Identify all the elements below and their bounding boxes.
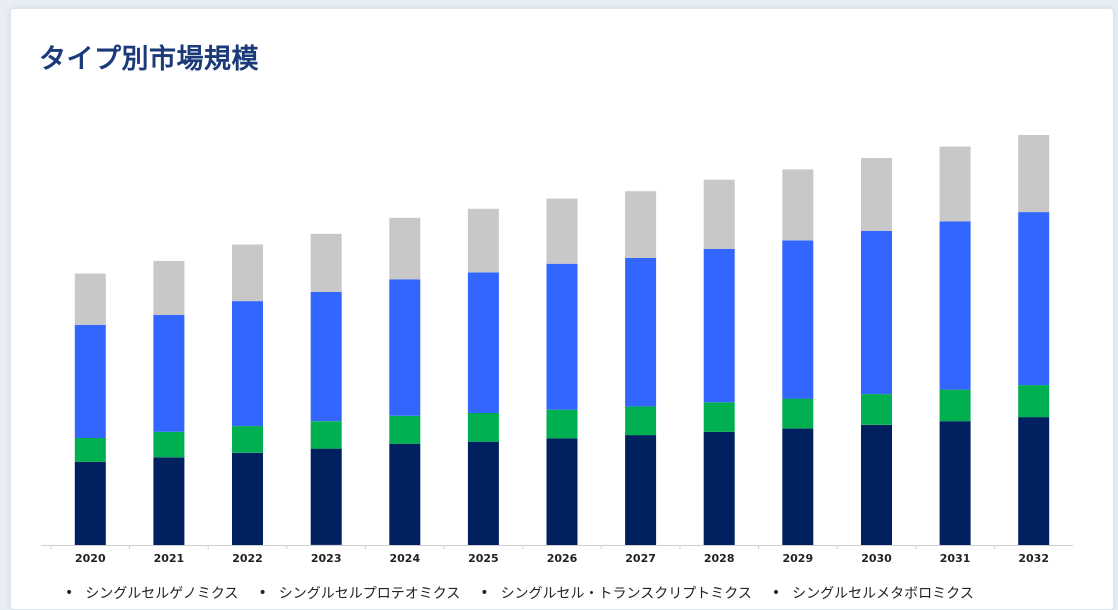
legend-label: シングルセル・トランスクリプトミクス xyxy=(500,586,752,602)
bar-segment-2028-series-0 xyxy=(703,431,735,545)
bar-segment-2031-series-2 xyxy=(939,221,971,390)
bar-segment-2024-series-1 xyxy=(389,415,421,444)
legend-item-3: • シングルセルメタボロミクス xyxy=(772,583,974,603)
bar-segment-2020-series-0 xyxy=(74,461,106,545)
bar-segment-2023-series-1 xyxy=(310,421,342,449)
x-tick-label-2027: 2027 xyxy=(625,552,656,565)
bar-segment-2030-series-3 xyxy=(861,158,892,231)
legend-item-0: • シングルセルゲノミクス xyxy=(65,583,238,603)
bar-segment-2020-series-2 xyxy=(74,324,106,438)
bar-segment-2022-series-1 xyxy=(232,426,263,453)
bar-segment-2025-series-1 xyxy=(467,413,499,442)
legend-item-1: • シングルセルプロテオミクス xyxy=(258,583,460,603)
x-tick-label-2020: 2020 xyxy=(75,552,106,565)
x-tick-label-2032: 2032 xyxy=(1018,552,1049,565)
legend-item-2: • シングルセル・トランスクリプトミクス xyxy=(480,583,752,603)
x-tick-label-2030: 2030 xyxy=(861,552,892,565)
bar-segment-2030-series-2 xyxy=(861,230,892,395)
bar-segment-2020-series-1 xyxy=(74,438,106,462)
chart-title: タイプ別市場規模 xyxy=(39,44,259,75)
bar-segment-2023-series-2 xyxy=(310,292,342,422)
bar-segment-2030-series-1 xyxy=(861,394,892,425)
bar-segment-2023-series-0 xyxy=(310,448,342,545)
bar-segment-2021-series-1 xyxy=(153,431,185,458)
x-tick-label-2028: 2028 xyxy=(704,552,735,565)
bar-segment-2024-series-3 xyxy=(389,217,421,280)
stacked-bar-chart: 2020 2021 2022 2023 2024 2025 2026 2027 2028 2029… xyxy=(41,135,1073,565)
bar-segment-2027-series-0 xyxy=(625,435,657,545)
bar-segment-2021-series-3 xyxy=(153,260,185,315)
bar-segment-2028-series-3 xyxy=(703,179,735,249)
bar-segment-2032-series-0 xyxy=(1018,417,1050,545)
bar-segment-2026-series-2 xyxy=(546,263,578,410)
x-tick-label-2021: 2021 xyxy=(154,552,185,565)
bar-segment-2027-series-1 xyxy=(625,406,657,436)
bar-segment-2022-series-2 xyxy=(232,301,263,427)
bar-segment-2025-series-3 xyxy=(467,208,499,273)
bar-segment-2021-series-0 xyxy=(153,457,185,545)
bar-segment-2023-series-3 xyxy=(310,233,342,292)
legend-bullet-icon: • xyxy=(771,585,781,601)
x-tick-label-2023: 2023 xyxy=(311,552,342,565)
bar-segment-2024-series-2 xyxy=(389,279,421,416)
chart-legend: • シングルセルゲノミクス • シングルセルプロテオミクス • シングルセル・トランスクリ… xyxy=(65,583,974,603)
bar-segment-2028-series-2 xyxy=(703,249,735,403)
x-tick-label-2029: 2029 xyxy=(782,552,813,565)
legend-bullet-icon: • xyxy=(258,585,267,601)
bar-segment-2027-series-2 xyxy=(625,258,657,407)
x-tick-label-2022: 2022 xyxy=(232,552,263,565)
bar-segment-2029-series-2 xyxy=(782,240,814,399)
bar-segment-2031-series-3 xyxy=(939,146,971,222)
bar-segment-2030-series-0 xyxy=(861,424,892,545)
legend-bullet-icon: • xyxy=(65,585,74,601)
bar-segment-2024-series-0 xyxy=(389,443,421,545)
legend-label: シングルセルゲノミクス xyxy=(85,586,239,602)
bar-segment-2025-series-2 xyxy=(467,272,499,413)
legend-label: シングルセルメタボロミクス xyxy=(792,586,974,602)
bar-segment-2028-series-1 xyxy=(703,402,735,432)
x-tick-label-2026: 2026 xyxy=(547,552,578,565)
x-tick-label-2031: 2031 xyxy=(940,552,971,565)
chart-card: タイプ別市場規模 2020 2021 2022 2023 2024 2025 2026 202… xyxy=(10,8,1114,610)
bar-segment-2032-series-1 xyxy=(1018,385,1050,418)
x-tick-label-2024: 2024 xyxy=(389,552,420,565)
bar-segment-2029-series-1 xyxy=(782,398,814,429)
legend-label: シングルセルプロテオミクス xyxy=(278,586,461,602)
bar-segment-2029-series-0 xyxy=(782,428,814,545)
x-tick-label-2025: 2025 xyxy=(468,552,499,565)
bar-segment-2022-series-0 xyxy=(232,452,263,545)
bar-segment-2032-series-3 xyxy=(1018,135,1050,213)
bar-segment-2022-series-3 xyxy=(232,244,263,302)
bar-segment-2027-series-3 xyxy=(625,191,657,258)
bar-segment-2032-series-2 xyxy=(1018,212,1050,386)
legend-bullet-icon: • xyxy=(480,585,489,601)
bar-segment-2025-series-0 xyxy=(467,441,499,545)
bar-segment-2031-series-0 xyxy=(939,421,971,545)
bar-segment-2026-series-3 xyxy=(546,198,578,264)
bar-segment-2029-series-3 xyxy=(782,169,814,241)
bar-segment-2031-series-1 xyxy=(939,389,971,422)
bar-segment-2026-series-0 xyxy=(546,438,578,545)
bar-segment-2026-series-1 xyxy=(546,409,578,439)
bar-segment-2020-series-3 xyxy=(74,273,106,325)
bar-segment-2021-series-2 xyxy=(153,315,185,432)
